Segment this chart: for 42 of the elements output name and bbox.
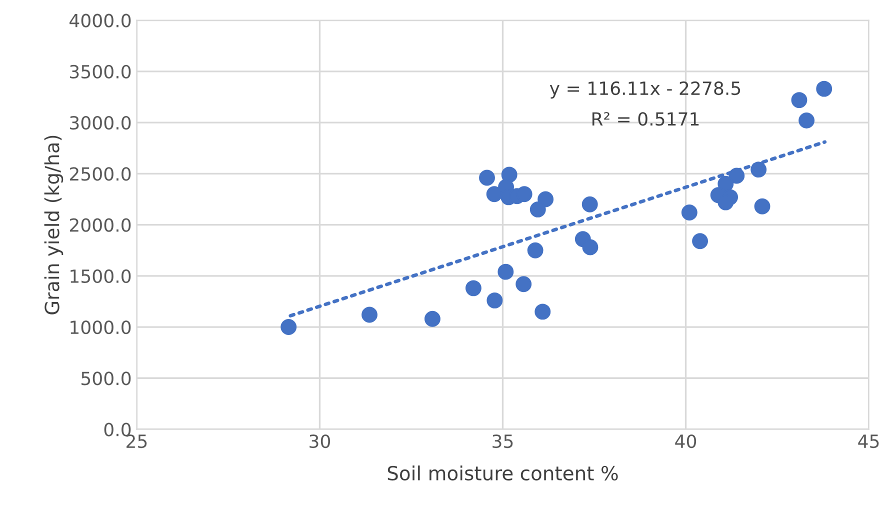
point bbox=[816, 80, 832, 97]
x-tick-label: 40 bbox=[675, 434, 696, 448]
point bbox=[791, 92, 808, 108]
point bbox=[516, 276, 532, 292]
x-tick-label: 45 bbox=[858, 434, 879, 448]
point bbox=[465, 280, 482, 296]
point bbox=[750, 162, 767, 178]
point bbox=[498, 264, 514, 280]
x-tick-label: 35 bbox=[492, 434, 513, 448]
y-tick-label: 3000.0 bbox=[70, 116, 131, 130]
point bbox=[479, 170, 495, 186]
y-tick-label: 1500.0 bbox=[70, 269, 131, 284]
point bbox=[538, 191, 554, 208]
point bbox=[530, 201, 546, 218]
y-tick-label: 2000.0 bbox=[70, 218, 131, 232]
x-tick-label: 30 bbox=[310, 434, 330, 448]
y-tick-label: 0.0 bbox=[104, 422, 131, 436]
y-tick-label: 1000.0 bbox=[70, 320, 131, 334]
annotation: R² = 0.5171 bbox=[592, 112, 699, 126]
point bbox=[798, 112, 815, 128]
point bbox=[486, 292, 503, 308]
y-tick-label: 2500.0 bbox=[70, 167, 131, 181]
y-tick-label: 4000.0 bbox=[70, 14, 131, 28]
point bbox=[424, 310, 440, 327]
point bbox=[728, 168, 745, 184]
point bbox=[362, 306, 378, 323]
point bbox=[582, 239, 598, 256]
point bbox=[501, 166, 518, 183]
annotation: y = 116.11x - 2278.5 bbox=[550, 81, 740, 99]
y-tick-label: 3500.0 bbox=[70, 64, 131, 79]
point bbox=[280, 319, 297, 336]
x-axis-title: Soil moisture content % bbox=[388, 465, 618, 481]
point bbox=[681, 204, 698, 220]
point bbox=[692, 233, 708, 250]
y-tick-label: 500.0 bbox=[82, 372, 131, 386]
point bbox=[534, 304, 551, 320]
point bbox=[486, 186, 502, 202]
point bbox=[527, 242, 544, 258]
y-axis-title: Grain yield (kg/ha) bbox=[44, 136, 64, 314]
point bbox=[582, 196, 598, 212]
point bbox=[754, 198, 770, 214]
x-tick-label: 25 bbox=[126, 434, 147, 448]
